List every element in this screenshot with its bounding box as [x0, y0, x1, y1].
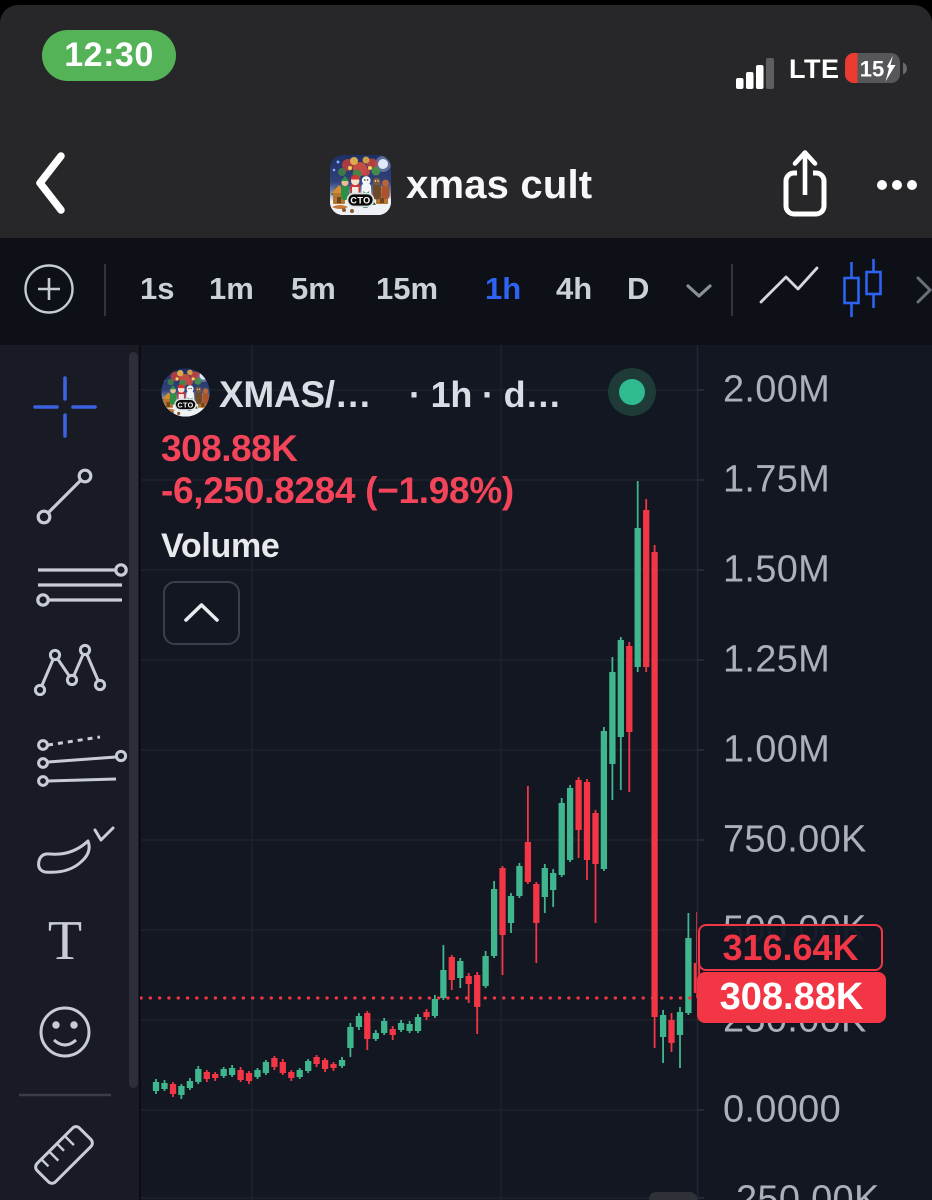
- svg-text:15: 15: [860, 57, 884, 82]
- svg-text:T: T: [48, 910, 82, 972]
- svg-text:CTO: CTO: [350, 196, 370, 206]
- svg-text:CTO: CTO: [177, 400, 193, 409]
